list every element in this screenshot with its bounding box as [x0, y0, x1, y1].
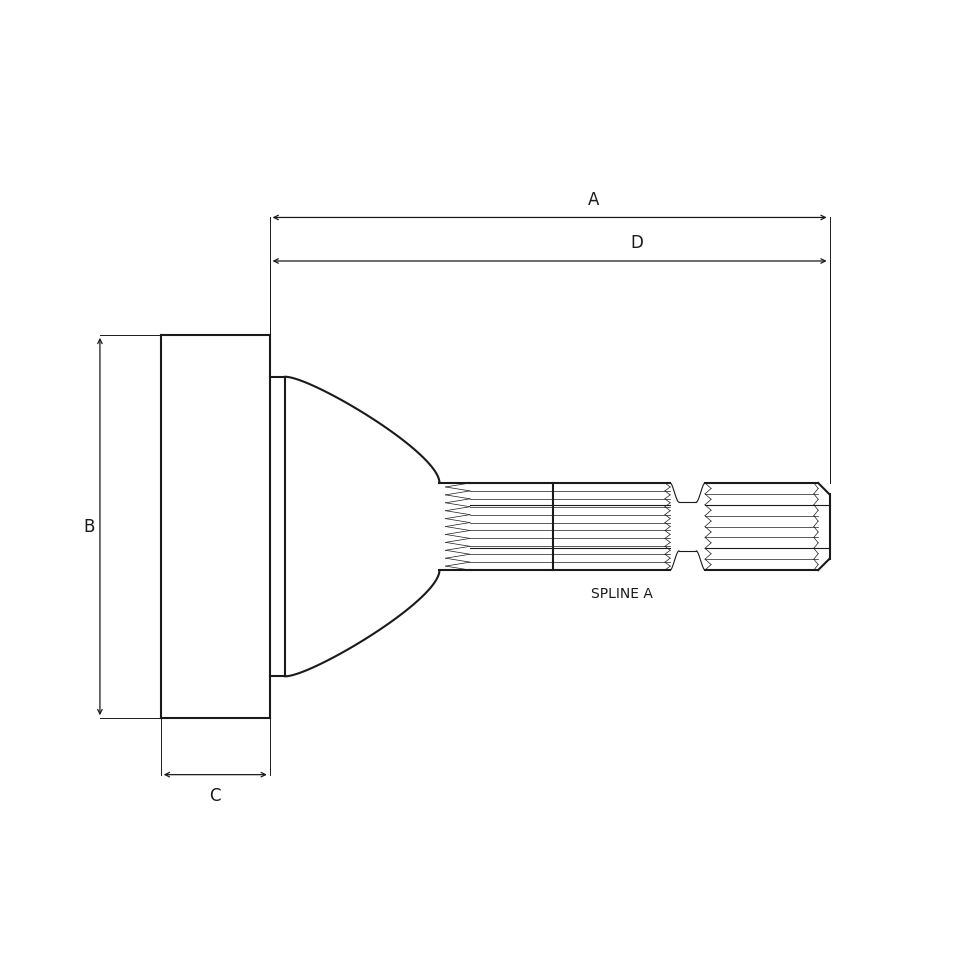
Text: A: A: [587, 190, 599, 209]
Text: C: C: [210, 787, 221, 805]
Text: B: B: [84, 518, 96, 535]
Text: D: D: [630, 235, 643, 252]
Text: SPLINE A: SPLINE A: [591, 587, 653, 602]
